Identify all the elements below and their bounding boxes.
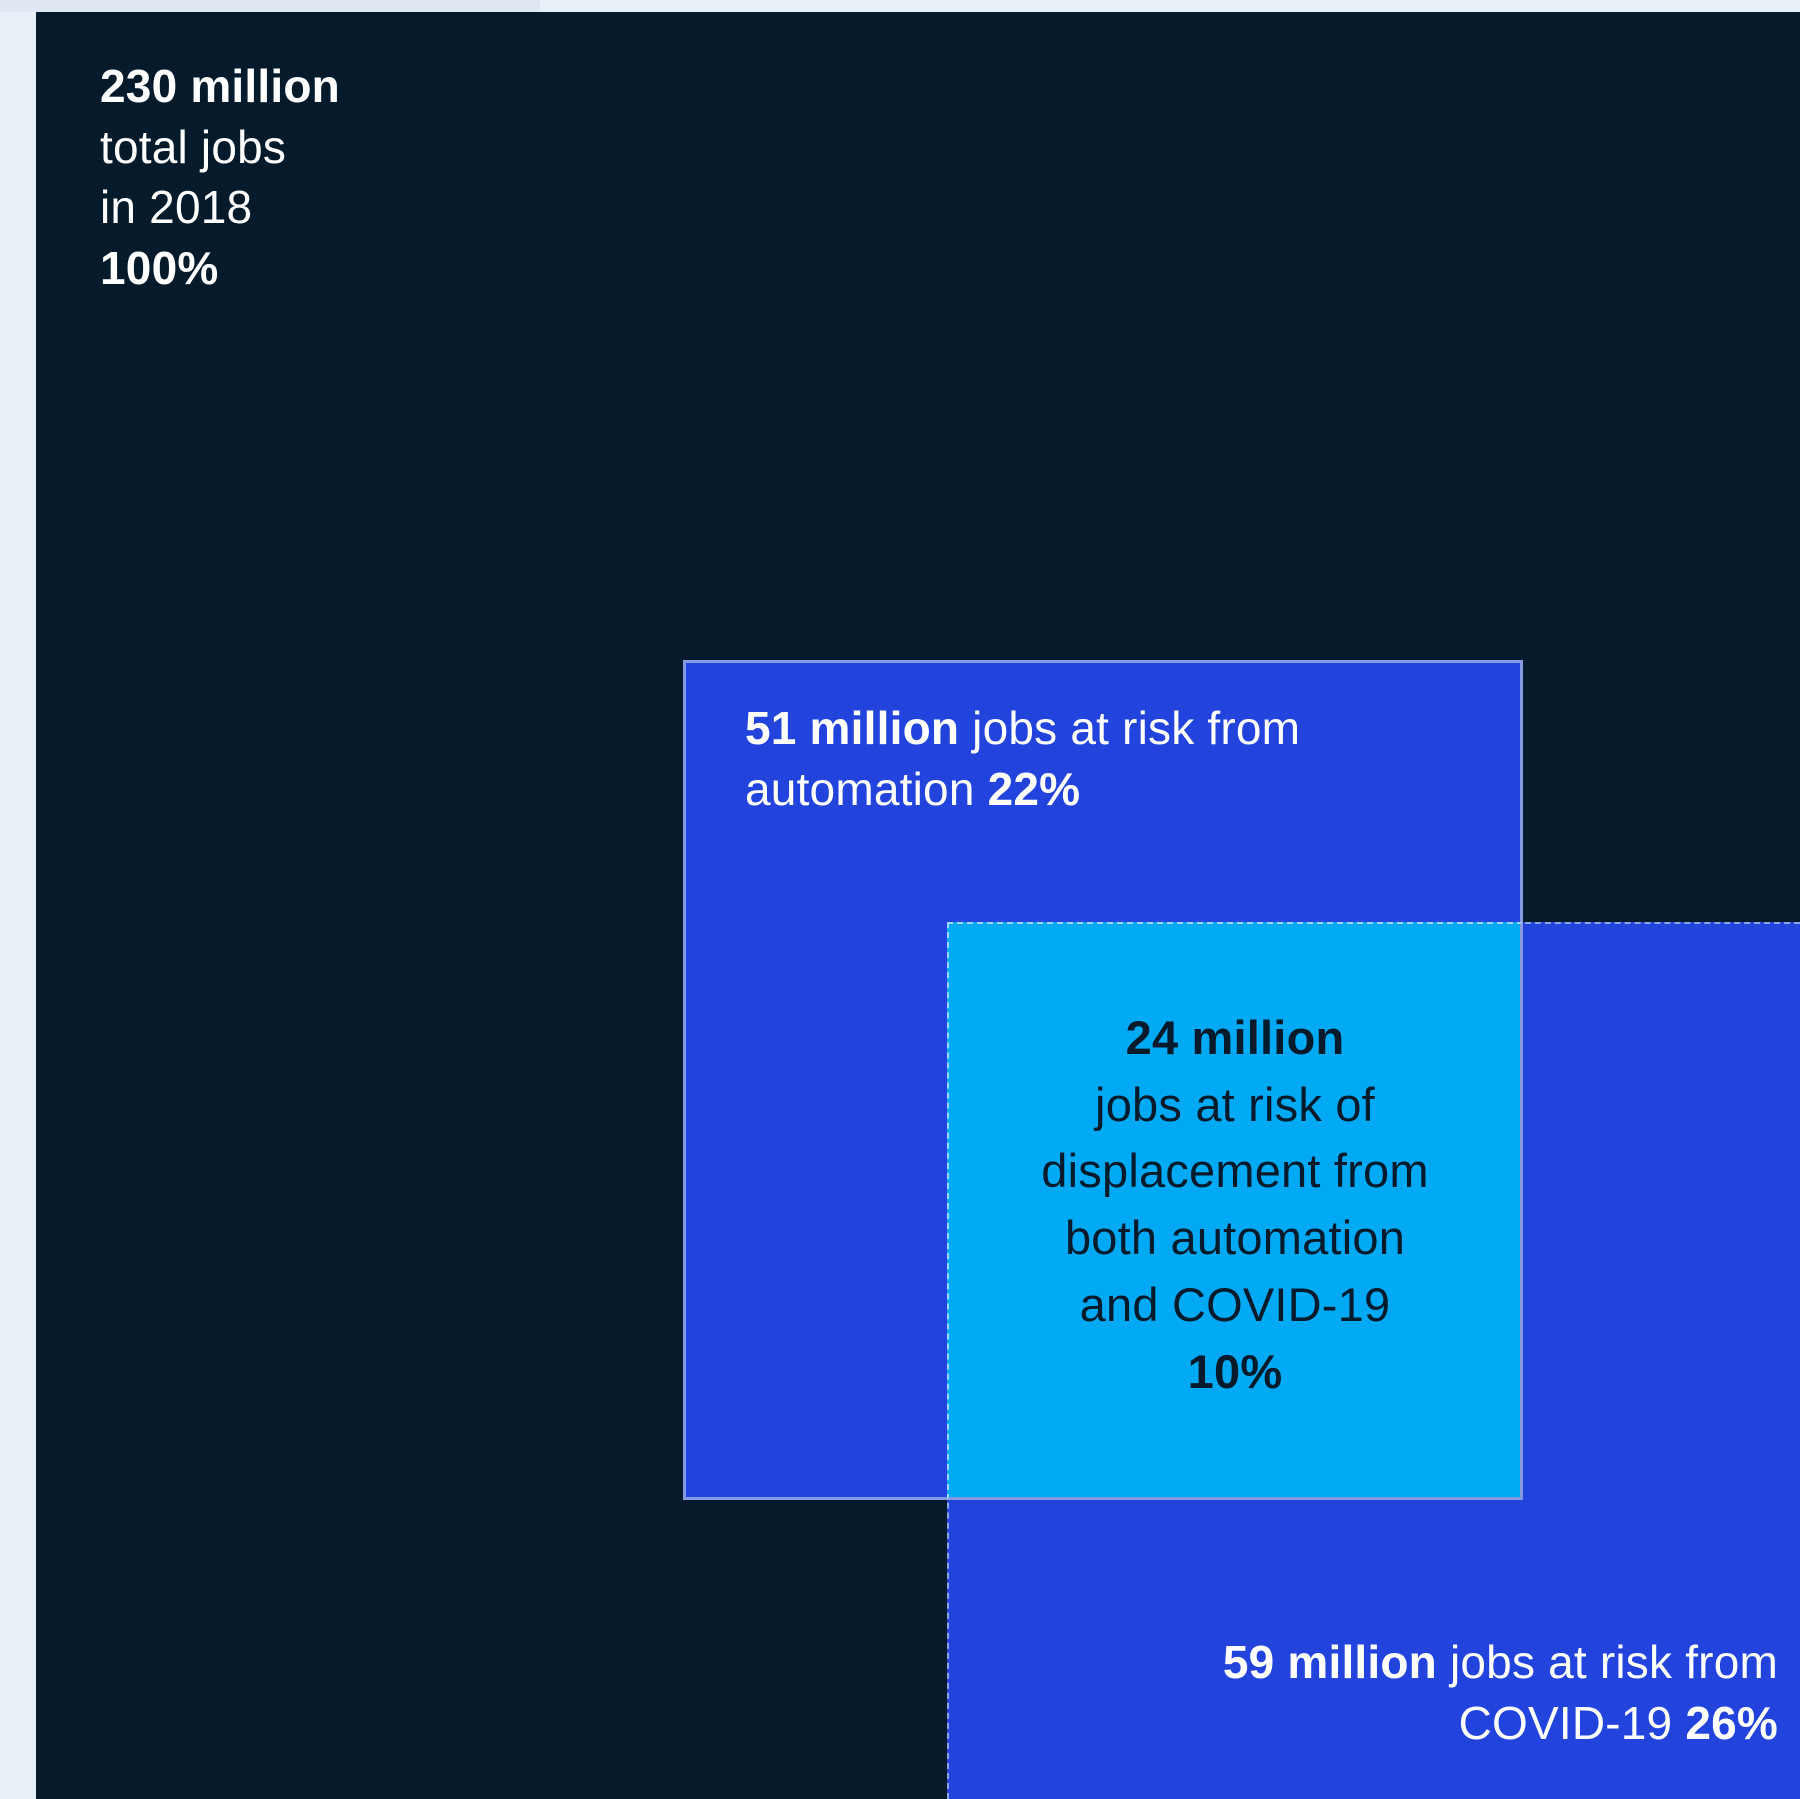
automation-risk-label: 51 million jobs at risk from automation … [745,698,1485,819]
overlap-risk-label: 24 million jobs at risk of displacement … [947,1005,1523,1405]
total-jobs-line2: in 2018 [100,181,253,234]
overlap-risk-line-3: both automation [1064,1211,1406,1265]
total-jobs-percent: 100% [100,242,219,295]
top-strip [0,0,540,12]
total-jobs-value: 230 million [100,60,340,112]
automation-risk-value: 51 million [745,702,960,754]
overlap-risk-value: 24 million [1125,1011,1345,1064]
overlap-risk-line-4: and COVID-19 [1079,1277,1391,1331]
automation-risk-percent: 22% [987,762,1081,815]
covid-risk-value: 59 million [1222,1636,1437,1688]
automation-risk-text: jobs at risk from automation [745,702,1301,815]
covid-risk-text: jobs at risk from COVID-19 [1436,1636,1778,1749]
total-jobs-line1: total jobs [100,120,287,173]
covid-risk-label: 59 million jobs at risk from COVID-19 26… [1078,1632,1778,1753]
overlap-risk-line-1: jobs at risk of [1095,1077,1375,1131]
overlap-risk-percent: 10% [1187,1344,1283,1398]
overlap-risk-line-2: displacement from [1041,1144,1429,1198]
covid-risk-percent: 26% [1685,1696,1778,1749]
overlap-risk-box [947,922,1523,1500]
total-jobs-label: 230 million total jobs in 2018 100% [100,56,340,299]
